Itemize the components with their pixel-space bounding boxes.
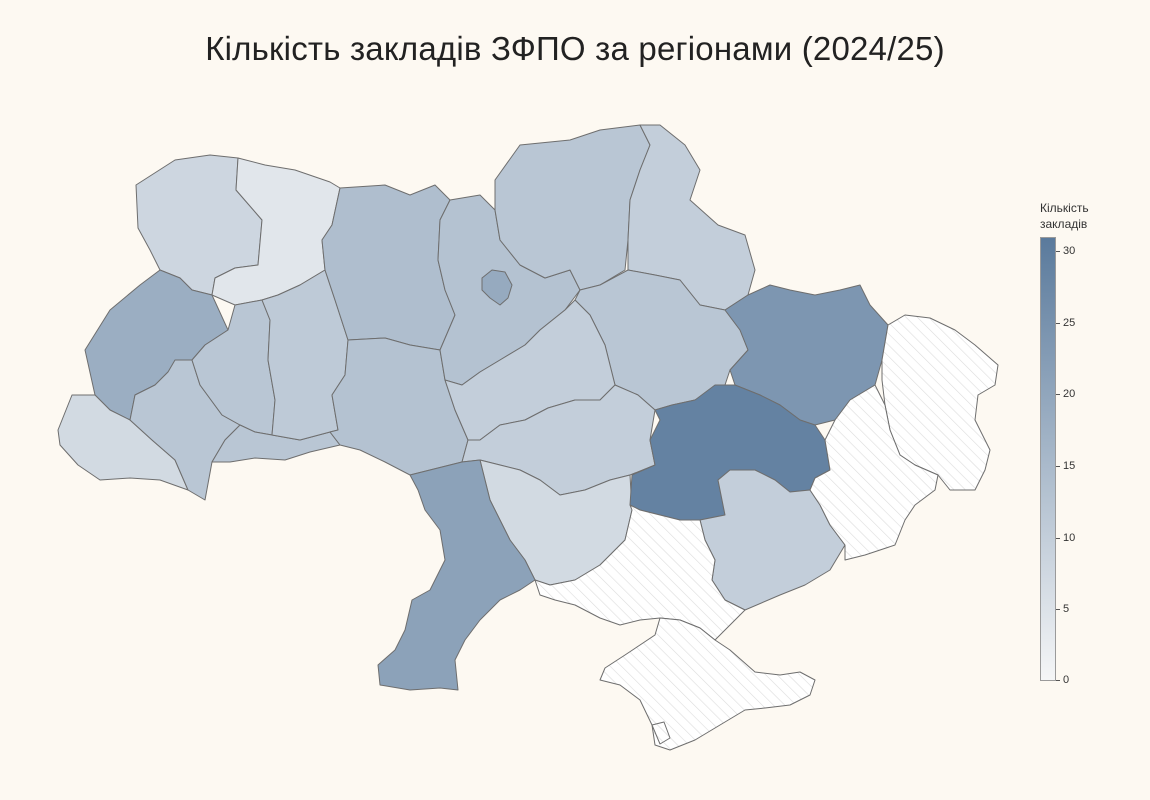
legend-title-line-1: Кількість: [1040, 201, 1089, 215]
map-title: Кількість закладів ЗФПО за регіонами (20…: [205, 30, 945, 67]
legend-tick-30: [1056, 251, 1060, 252]
legend-tick-10: [1056, 538, 1060, 539]
region-kyiv-city: [481, 269, 513, 306]
legend-tick-5: [1056, 609, 1060, 610]
legend-tick-0: [1056, 680, 1060, 681]
legend-tick-15: [1056, 466, 1060, 467]
legend-title: Кількість закладів: [1040, 200, 1089, 232]
legend-label-5: 5: [1063, 603, 1070, 615]
legend-label-25: 25: [1063, 317, 1076, 329]
region-donetsk: [809, 384, 939, 561]
region-odesa: [377, 459, 536, 691]
legend-tick-25: [1056, 323, 1060, 324]
legend-title-line-2: закладів: [1040, 217, 1088, 231]
legend-label-0: 0: [1063, 674, 1070, 686]
legend-tick-20: [1056, 394, 1060, 395]
legend-label-20: 20: [1063, 388, 1076, 400]
region-crimea: [599, 617, 816, 751]
region-chernihiv: [494, 124, 651, 291]
legend-colorbar: [1040, 237, 1056, 681]
legend-label-15: 15: [1063, 460, 1076, 472]
legend-label-10: 10: [1063, 532, 1076, 544]
region-sevastopol: [651, 721, 671, 745]
legend-label-30: 30: [1063, 245, 1076, 257]
